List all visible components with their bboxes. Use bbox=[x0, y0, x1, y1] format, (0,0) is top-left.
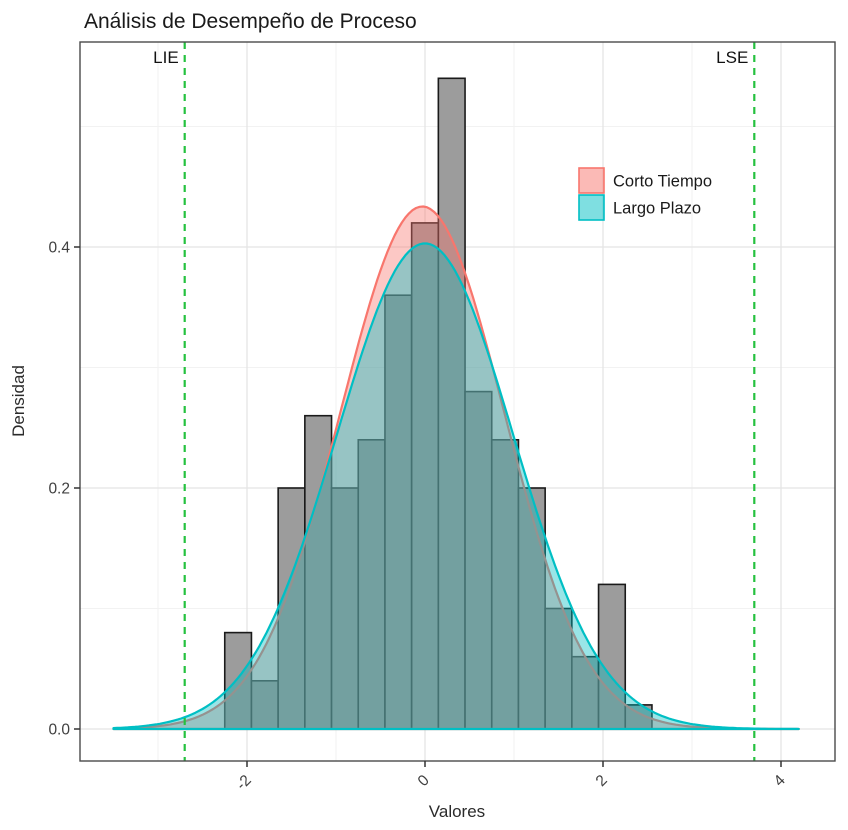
histogram-layer bbox=[223, 77, 653, 730]
legend-label: Corto Tiempo bbox=[613, 173, 712, 191]
limit-lines-layer: LIE LSE bbox=[153, 42, 756, 761]
legend: Corto Tiempo Largo Plazo bbox=[578, 167, 712, 221]
density-layer bbox=[112, 205, 800, 731]
density-curve-largo-plazo bbox=[112, 242, 800, 731]
lse-label: LSE bbox=[716, 48, 748, 67]
panel-border bbox=[79, 41, 836, 762]
legend-label: Largo Plazo bbox=[613, 200, 701, 218]
x-axis-label: Valores bbox=[429, 802, 485, 821]
histogram-bar bbox=[357, 438, 386, 730]
x-tick-label: 0 bbox=[415, 772, 433, 790]
legend-swatch-corto-tiempo bbox=[578, 167, 605, 194]
histogram-bar bbox=[384, 294, 413, 730]
x-tick-label: 4 bbox=[771, 772, 789, 790]
histogram-bar bbox=[490, 438, 520, 730]
density-curve-corto-tiempo bbox=[112, 205, 800, 731]
histogram-bar bbox=[597, 583, 627, 730]
axis-ticks bbox=[74, 246, 782, 767]
histogram-bar bbox=[464, 390, 493, 730]
x-tick-label: 2 bbox=[593, 772, 611, 790]
lie-label: LIE bbox=[153, 48, 179, 67]
chart-title: Análisis de Desempeño de Proceso bbox=[84, 10, 417, 33]
x-tick-label: -2 bbox=[233, 772, 255, 794]
y-tick-label: 0.0 bbox=[48, 721, 70, 738]
histogram-bar bbox=[517, 487, 546, 730]
y-axis-label: Densidad bbox=[9, 365, 28, 437]
histogram-bar bbox=[410, 222, 440, 730]
y-tick-label: 0.2 bbox=[48, 480, 70, 497]
y-tick-label: 0.4 bbox=[48, 239, 70, 256]
legend-swatch-largo-plazo bbox=[578, 194, 605, 221]
